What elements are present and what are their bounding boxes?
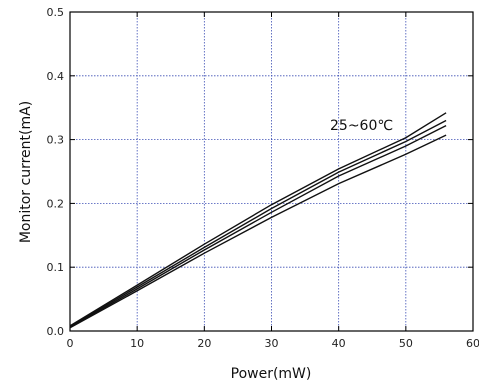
x-tick-label: 40 xyxy=(332,337,346,350)
x-tick-label: 50 xyxy=(399,337,413,350)
y-tick-label: 0.2 xyxy=(47,197,65,210)
x-tick-label: 60 xyxy=(466,337,479,350)
x-tick-label: 30 xyxy=(265,337,279,350)
y-tick-label: 0.5 xyxy=(47,6,65,19)
y-tick-labels: 0.0 0.1 0.2 0.3 0.4 0.5 xyxy=(47,6,65,338)
grid-lines xyxy=(70,12,473,331)
y-tick-label: 0.1 xyxy=(47,261,65,274)
series-line-3 xyxy=(69,124,447,328)
series-group xyxy=(69,112,447,329)
x-tick-label: 20 xyxy=(197,337,211,350)
y-tick-label: 0.4 xyxy=(47,70,65,83)
series-line-1 xyxy=(69,112,447,327)
y-tick-label: 0.3 xyxy=(47,134,65,147)
y-tick-label: 0.0 xyxy=(47,325,65,338)
axis-ticks xyxy=(69,11,474,332)
x-tick-labels: 0 10 20 30 40 50 60 xyxy=(67,337,479,350)
x-axis-title: Power(mW) xyxy=(231,366,312,382)
x-tick-label: 10 xyxy=(130,337,144,350)
series-line-4 xyxy=(69,134,447,329)
temperature-range-annotation: 25~60℃ xyxy=(330,118,393,134)
series-line-2 xyxy=(69,119,447,328)
x-tick-label: 0 xyxy=(67,337,74,350)
y-axis-title: Monitor current(mA) xyxy=(18,101,34,243)
